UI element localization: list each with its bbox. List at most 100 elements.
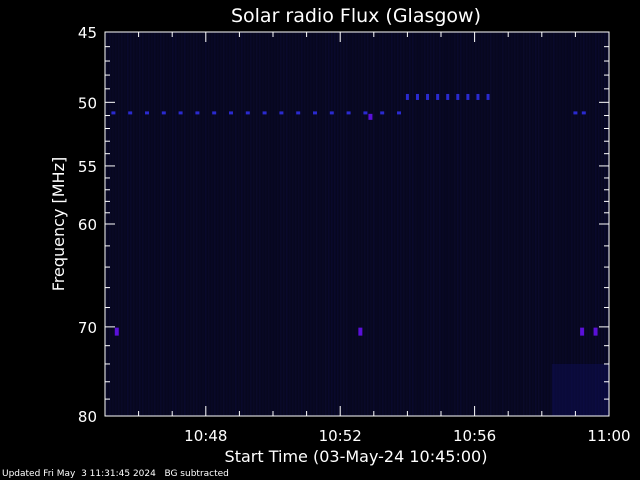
texture-stripe (232, 32, 234, 416)
texture-stripe (136, 32, 138, 416)
texture-stripe (220, 32, 222, 416)
texture-stripe (190, 32, 192, 416)
texture-stripe (532, 32, 534, 416)
texture-stripe (400, 32, 402, 416)
texture-stripe (337, 32, 339, 416)
signal-mark-49mhz (486, 93, 490, 100)
signal-mark-51mhz (279, 111, 284, 115)
texture-stripe (550, 32, 552, 416)
texture-stripe (343, 32, 345, 416)
texture-stripe (289, 32, 291, 416)
texture-stripe (595, 32, 597, 416)
texture-stripe (568, 32, 570, 416)
texture-stripe (226, 32, 228, 416)
texture-stripe (427, 32, 429, 416)
texture-stripe (328, 32, 330, 416)
texture-stripe (244, 32, 246, 416)
texture-stripe (319, 32, 321, 416)
texture-stripe (121, 32, 123, 416)
texture-stripe (457, 32, 459, 416)
texture-stripe (469, 32, 471, 416)
texture-stripe (424, 32, 426, 416)
texture-stripe (505, 32, 507, 416)
texture-stripe (580, 32, 582, 416)
texture-stripe (502, 32, 504, 416)
texture-stripe (448, 32, 450, 416)
signal-mark-51mhz (380, 111, 385, 115)
texture-stripe (415, 32, 417, 416)
texture-stripe (325, 32, 327, 416)
texture-stripe (310, 32, 312, 416)
texture-stripe (253, 32, 255, 416)
texture-stripe (250, 32, 252, 416)
signal-mark-51mhz (346, 111, 351, 115)
texture-stripe (211, 32, 213, 416)
texture-stripe (475, 32, 477, 416)
texture-stripe (346, 32, 348, 416)
texture-stripe (169, 32, 171, 416)
texture-stripe (553, 32, 555, 416)
texture-stripe (391, 32, 393, 416)
texture-stripe (199, 32, 201, 416)
y-tick-label: 60 (78, 216, 97, 234)
signal-mark-49mhz (476, 93, 480, 100)
signal-mark-51mhz (161, 111, 166, 115)
texture-stripe (445, 32, 447, 416)
texture-stripe (433, 32, 435, 416)
signal-mark-isolated (368, 113, 373, 120)
texture-stripe (466, 32, 468, 416)
y-tick-label: 50 (78, 94, 97, 112)
texture-stripe (196, 32, 198, 416)
footer-status: Updated Fri May 3 11:31:45 2024 BG subtr… (2, 469, 229, 479)
texture-stripe (487, 32, 489, 416)
texture-stripe (334, 32, 336, 416)
texture-stripe (331, 32, 333, 416)
texture-stripe (157, 32, 159, 416)
x-tick-label: 10:52 (319, 427, 362, 445)
texture-stripe (184, 32, 186, 416)
texture-stripe (454, 32, 456, 416)
texture-stripe (412, 32, 414, 416)
texture-stripe (397, 32, 399, 416)
signal-mark-51mhz (128, 111, 133, 115)
x-tick-label: 11:00 (587, 427, 630, 445)
texture-stripe (187, 32, 189, 416)
texture-stripe (451, 32, 453, 416)
signal-mark-70mhz (580, 327, 585, 336)
footer-updated: Updated Fri May 3 11:31:45 2024 (2, 469, 156, 479)
x-tick-label: 10:48 (184, 427, 227, 445)
y-axis-label: Frequency [MHz] (49, 157, 68, 291)
texture-stripe (361, 32, 363, 416)
texture-stripe (160, 32, 162, 416)
texture-stripe (118, 32, 120, 416)
texture-stripe (598, 32, 600, 416)
texture-stripe (535, 32, 537, 416)
signal-mark-51mhz (195, 111, 200, 115)
chart-title: Solar radio Flux (Glasgow) (231, 5, 481, 27)
texture-stripe (367, 32, 369, 416)
texture-patch (551, 363, 609, 416)
y-axis: 45 50 55 60 70 80 (78, 24, 609, 426)
texture-stripe (292, 32, 294, 416)
texture-stripe (352, 32, 354, 416)
texture-stripe (124, 32, 126, 416)
texture-stripe (148, 32, 150, 416)
texture-stripe (430, 32, 432, 416)
texture-stripe (229, 32, 231, 416)
texture-stripe (259, 32, 261, 416)
x-axis: 10:48 10:52 10:56 11:00 (138, 32, 631, 445)
signal-mark-51mhz (178, 111, 183, 115)
spectrogram-texture (106, 32, 609, 416)
texture-stripe (223, 32, 225, 416)
signal-mark-51mhz (212, 111, 217, 115)
texture-stripe (139, 32, 141, 416)
texture-stripe (178, 32, 180, 416)
texture-stripe (175, 32, 177, 416)
texture-stripe (409, 32, 411, 416)
signal-mark-51mhz (245, 111, 250, 115)
texture-stripe (556, 32, 558, 416)
texture-stripe (208, 32, 210, 416)
texture-stripe (142, 32, 144, 416)
texture-stripe (286, 32, 288, 416)
